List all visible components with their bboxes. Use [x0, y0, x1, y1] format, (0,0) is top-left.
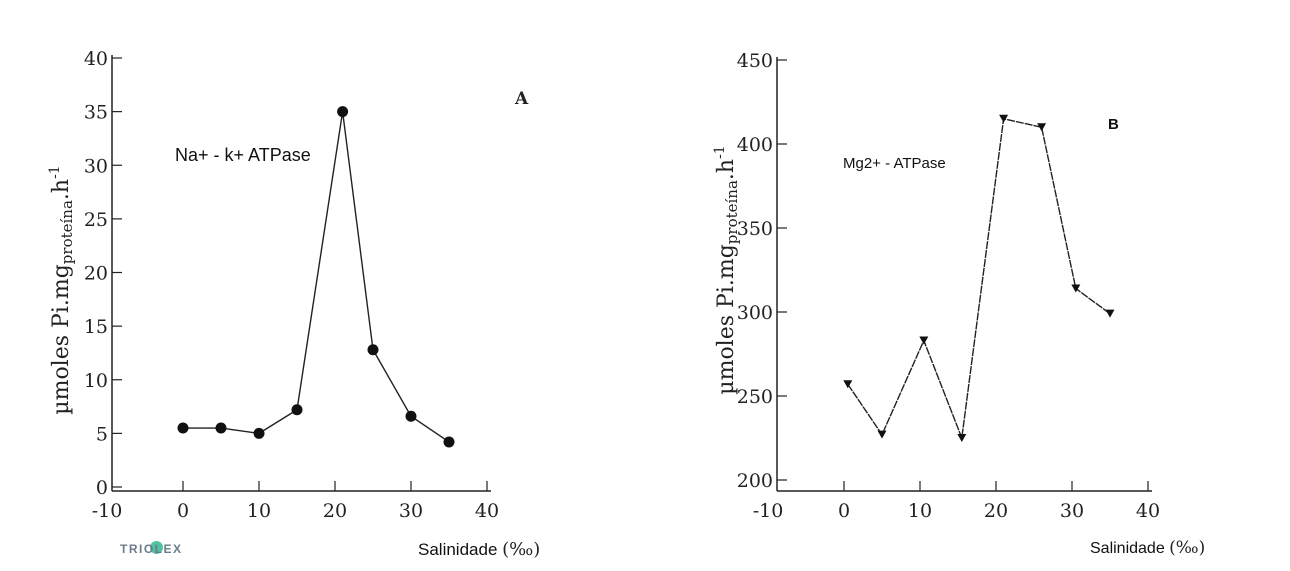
y-label-tail: .h: [49, 179, 74, 200]
x-tick-label: -10: [753, 500, 784, 522]
y-axis-label: µmoles Pi.mgproteína.h-1: [712, 145, 741, 394]
x-tick-label: 30: [1060, 500, 1084, 522]
x-axis-label: Salinidade (‰): [418, 539, 540, 560]
x-axis-label-text: Salinidade: [418, 540, 502, 559]
data-point: [877, 430, 887, 439]
y-tick-label: 200: [737, 470, 773, 492]
y-tick-label: 15: [84, 316, 108, 338]
series-line: [847, 117, 1111, 439]
x-tick-label: 10: [247, 500, 271, 522]
x-axis-label: Salinidade (‰): [1090, 538, 1205, 558]
series-annotation: Na+ - k+ ATPase: [175, 145, 311, 165]
data-point: [177, 422, 189, 434]
data-point: [405, 410, 417, 422]
x-tick-label: 0: [177, 500, 189, 522]
data-point: [957, 434, 967, 442]
x-tick-label: 20: [984, 500, 1008, 522]
y-tick-label: 35: [84, 102, 108, 124]
y-tick-label: 0: [96, 477, 108, 499]
data-point: [443, 436, 455, 448]
y-tick-label: 400: [737, 134, 773, 156]
y-tick-label: 250: [737, 386, 773, 408]
y-label-sub: proteína: [723, 180, 741, 244]
y-label-sup: -1: [712, 145, 728, 159]
series-annotation: Mg2+ - ATPase: [843, 155, 946, 172]
x-tick-label: 30: [399, 500, 423, 522]
data-point: [367, 344, 379, 356]
x-axis-label-text: Salinidade: [1090, 540, 1169, 557]
y-label-sub: proteína: [58, 200, 76, 264]
chart-panel-b: 200 250 300 350 400 450 -10 0 10 20 30 40 Mg2+ - ATP…: [712, 50, 1205, 558]
data-point: [291, 404, 303, 416]
data-point: [253, 427, 265, 439]
data-point: [999, 114, 1009, 123]
panel-label: A: [514, 89, 529, 109]
data-point: [843, 380, 853, 389]
data-point: [215, 422, 227, 434]
data-point: [1105, 309, 1115, 318]
y-tick-label: 5: [96, 423, 108, 445]
x-tick-label: 20: [323, 500, 347, 522]
y-tick-label: 25: [84, 209, 108, 231]
y-tick-label: 300: [737, 302, 773, 324]
y-axis-label: µmoles Pi.mgproteína.h-1: [47, 165, 76, 414]
y-tick-label: 10: [84, 370, 108, 392]
y-label-tail: .h: [714, 159, 739, 180]
data-point: [1037, 123, 1047, 132]
x-tick-label: -10: [92, 500, 123, 522]
data-point: [337, 106, 349, 118]
x-axis-unit: (‰): [1169, 538, 1205, 558]
y-tick-label: 30: [84, 155, 108, 177]
series-line: [183, 111, 450, 443]
panel-label: B: [1108, 116, 1119, 133]
watermark-circle-icon: [150, 541, 163, 554]
x-axis-unit: (‰): [502, 539, 540, 560]
y-label-sup: -1: [47, 165, 63, 179]
y-label-main: µmoles Pi.mg: [714, 244, 739, 395]
y-tick-label: 40: [84, 48, 108, 70]
y-tick-label: 450: [737, 50, 773, 72]
y-tick-label: 20: [84, 263, 108, 285]
data-point: [1071, 284, 1081, 293]
data-point: [919, 336, 929, 345]
x-tick-label: 0: [838, 500, 850, 522]
y-tick-label: 350: [737, 218, 773, 240]
x-tick-label: 40: [475, 500, 499, 522]
x-tick-label: 10: [908, 500, 932, 522]
watermark-text: TRIOLEX: [120, 542, 183, 556]
y-label-main: µmoles Pi.mg: [49, 264, 74, 415]
watermark-logo: TRIOLEX: [120, 540, 183, 556]
x-tick-label: 40: [1136, 500, 1160, 522]
